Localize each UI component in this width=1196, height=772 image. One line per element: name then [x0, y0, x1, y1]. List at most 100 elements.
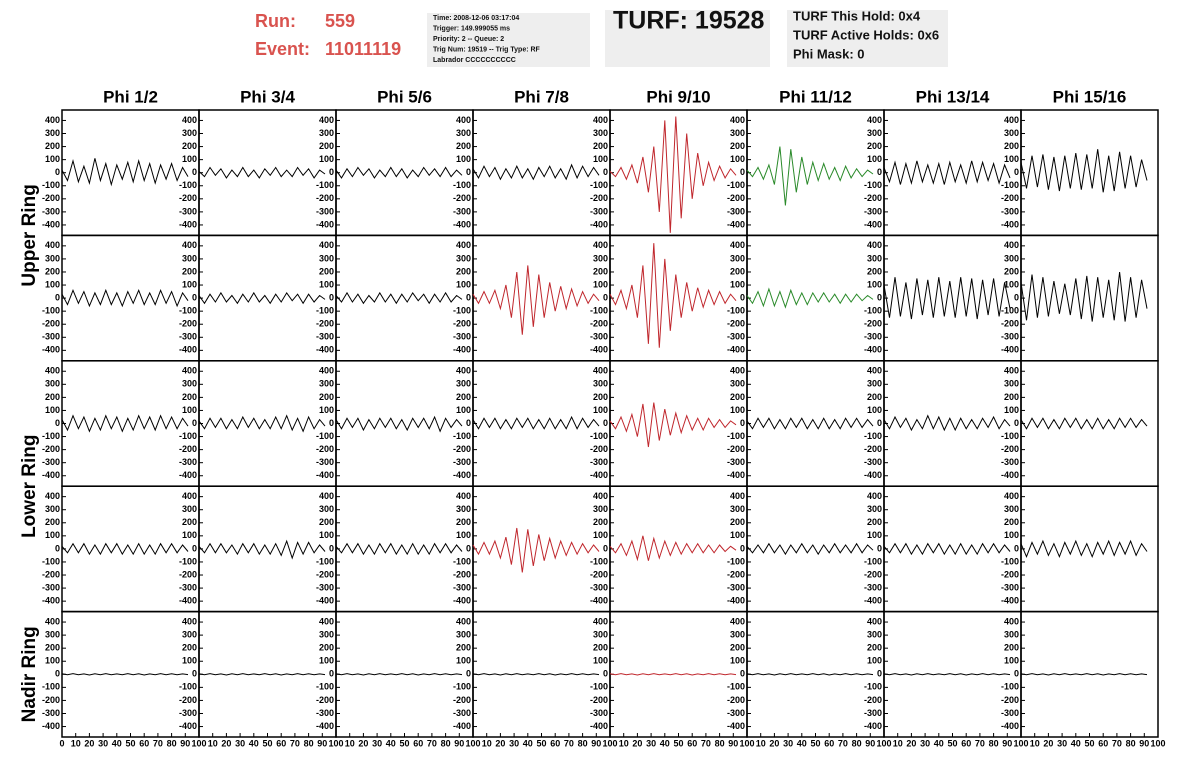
x-tick-label: 90 [454, 738, 464, 748]
waveform [198, 539, 326, 560]
y-tick-label: -200 [1001, 444, 1019, 454]
y-tick-label: -100 [453, 556, 471, 566]
waveform [746, 673, 874, 676]
y-tick-label: -400 [316, 219, 334, 229]
y-tick-label: 0 [329, 418, 334, 428]
y-tick-label: 0 [1014, 292, 1019, 302]
waveform [883, 673, 1011, 676]
x-tick-label: 40 [797, 738, 807, 748]
y-tick-label: -200 [453, 193, 471, 203]
y-tick-label: -300 [590, 457, 608, 467]
y-tick-label: -300 [453, 206, 471, 216]
column-title: Phi 1/2 [103, 87, 158, 106]
x-tick-label: 50 [536, 738, 546, 748]
waveform [472, 415, 600, 430]
y-tick-label: -300 [316, 457, 334, 467]
waveform [335, 291, 463, 305]
y-tick-label: 100 [182, 530, 197, 540]
y-tick-label: -200 [316, 569, 334, 579]
waveform [335, 415, 463, 433]
y-tick-label: -200 [727, 695, 745, 705]
y-tick-label: 400 [319, 366, 334, 376]
waveform [198, 673, 326, 676]
y-tick-label: -100 [42, 682, 60, 692]
y-tick-label: 300 [319, 253, 334, 263]
y-tick-label: -400 [179, 345, 197, 355]
y-tick-label: -100 [864, 180, 882, 190]
y-tick-label: -200 [727, 569, 745, 579]
y-tick-label: -300 [179, 457, 197, 467]
waveform [61, 158, 189, 187]
x-tick-label: 70 [290, 738, 300, 748]
x-tick-label: 40 [523, 738, 533, 748]
y-tick-label: -100 [179, 556, 197, 566]
x-tick-label: 100 [602, 738, 617, 748]
y-tick-label: 100 [182, 656, 197, 666]
y-tick-label: 400 [730, 115, 745, 125]
waveform [61, 414, 189, 433]
y-tick-label: 200 [456, 392, 471, 402]
y-tick-label: 100 [456, 656, 471, 666]
y-tick-label: 300 [867, 128, 882, 138]
y-tick-label: 200 [182, 141, 197, 151]
y-tick-label: 400 [593, 491, 608, 501]
y-tick-label: -400 [42, 721, 60, 731]
ring-label: Nadir Ring [19, 626, 40, 722]
y-tick-label: -200 [864, 444, 882, 454]
x-tick-label: 10 [1030, 738, 1040, 748]
x-tick-label: 60 [413, 738, 423, 748]
y-tick-label: 300 [867, 253, 882, 263]
x-tick-label: 20 [906, 738, 916, 748]
panel-frame [335, 360, 474, 487]
x-tick-label: 40 [934, 738, 944, 748]
y-tick-label: -100 [316, 682, 334, 692]
turf-box [605, 10, 770, 67]
y-tick-label: -100 [1001, 180, 1019, 190]
waveform [883, 160, 1011, 186]
y-tick-label: 200 [456, 141, 471, 151]
y-tick-label: 400 [593, 616, 608, 626]
y-tick-label: 100 [593, 154, 608, 164]
y-tick-label: 100 [319, 405, 334, 415]
y-tick-label: -200 [727, 444, 745, 454]
y-tick-label: -300 [42, 457, 60, 467]
y-tick-label: 200 [182, 517, 197, 527]
y-tick-label: -100 [179, 431, 197, 441]
y-tick-label: 400 [456, 616, 471, 626]
event-label: Event: [255, 39, 310, 59]
y-tick-label: 300 [45, 128, 60, 138]
y-tick-label: 400 [182, 240, 197, 250]
waveform [472, 265, 600, 335]
x-tick-label: 80 [989, 738, 999, 748]
y-tick-label: -400 [42, 219, 60, 229]
column-title: Phi 5/6 [377, 87, 432, 106]
y-tick-label: -400 [42, 596, 60, 606]
y-tick-label: -300 [42, 582, 60, 592]
y-tick-label: 200 [456, 266, 471, 276]
waveform [198, 291, 326, 305]
y-tick-label: 100 [456, 530, 471, 540]
y-tick-label: 0 [740, 669, 745, 679]
y-tick-label: 0 [740, 418, 745, 428]
y-tick-label: -100 [42, 556, 60, 566]
y-tick-label: -300 [1001, 708, 1019, 718]
y-tick-label: 400 [867, 366, 882, 376]
y-tick-label: 400 [1004, 491, 1019, 501]
y-tick-label: 0 [192, 292, 197, 302]
y-tick-label: -300 [42, 332, 60, 342]
y-tick-label: -300 [864, 582, 882, 592]
y-tick-label: 300 [1004, 504, 1019, 514]
y-tick-label: -200 [42, 569, 60, 579]
y-tick-label: -200 [590, 569, 608, 579]
y-tick-label: 300 [319, 379, 334, 389]
y-tick-label: 200 [182, 643, 197, 653]
waveform [61, 673, 189, 676]
y-tick-label: 0 [329, 669, 334, 679]
y-tick-label: 300 [867, 379, 882, 389]
y-tick-label: 0 [603, 543, 608, 553]
y-tick-label: -100 [42, 306, 60, 316]
y-tick-label: 100 [593, 405, 608, 415]
y-tick-label: -100 [179, 682, 197, 692]
y-tick-label: -100 [590, 180, 608, 190]
y-tick-label: -400 [864, 345, 882, 355]
